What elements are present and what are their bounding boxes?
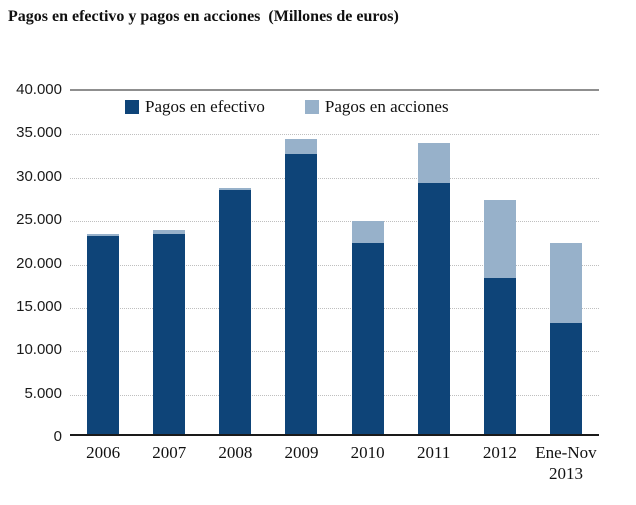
x-tick-label-2009: 2009 — [284, 443, 319, 462]
bar-segment-acciones-2009 — [285, 139, 318, 154]
y-tick-label-25000: 25.000 — [16, 211, 62, 229]
x-tick-label-2007: 2007 — [152, 443, 187, 462]
chart-title: Pagos en efectivo y pagos en acciones (M… — [8, 8, 399, 25]
x-tick-label-2010: 2010 — [350, 443, 385, 462]
bar-stack-2006 — [87, 233, 120, 434]
bar-stack-2009 — [285, 139, 318, 434]
x-tick-label-Ene-Nov-2013: Ene-Nov 2013 — [535, 443, 597, 484]
legend-swatch-icon — [304, 100, 319, 114]
bar-segment-acciones-2006 — [87, 233, 120, 237]
y-tick-label-5000: 5.000 — [24, 384, 62, 402]
plot-area: Pagos en efectivo Pagos en acciones — [70, 89, 599, 436]
gridline-15000 — [70, 307, 599, 309]
gridline-35000 — [70, 134, 599, 136]
gridline-10000 — [70, 351, 599, 353]
y-tick-label-10000: 10.000 — [16, 341, 62, 359]
bar-segment-acciones-Ene-Nov-2013 — [549, 243, 582, 323]
bar-segment-efectivo-2006 — [87, 236, 120, 434]
bar-segment-efectivo-2012 — [483, 277, 516, 434]
bar-segment-acciones-2011 — [417, 143, 450, 184]
x-tick-label-2006: 2006 — [86, 443, 121, 462]
bar-stack-2008 — [219, 187, 252, 434]
bar-segment-acciones-2008 — [219, 187, 252, 191]
legend-label: Pagos en efectivo — [145, 97, 265, 116]
y-tick-label-0: 0 — [53, 428, 62, 445]
legend: Pagos en efectivo Pagos en acciones — [125, 97, 449, 117]
x-tick-label-2012: 2012 — [482, 443, 517, 462]
gridline-30000 — [70, 177, 599, 179]
bar-segment-acciones-2007 — [153, 230, 186, 235]
legend-swatch-icon — [125, 100, 139, 114]
bar-stack-2011 — [417, 143, 450, 434]
y-tick-label-20000: 20.000 — [16, 254, 62, 272]
bar-stack-2012 — [483, 199, 516, 434]
y-tick-label-40000: 40.000 — [16, 81, 62, 98]
x-tick-label-2008: 2008 — [218, 443, 253, 462]
y-tick-label-15000: 15.000 — [16, 297, 62, 315]
bar-segment-efectivo-2008 — [219, 190, 252, 434]
y-tick-label-30000: 30.000 — [16, 167, 62, 185]
legend-label: Pagos en acciones — [324, 97, 449, 116]
bar-segment-acciones-2010 — [351, 221, 384, 244]
legend-item-acciones: Pagos en acciones — [304, 97, 449, 117]
x-tick-label-2011: 2011 — [417, 443, 451, 462]
bar-stack-Ene-Nov-2013 — [549, 243, 582, 434]
bar-segment-efectivo-2011 — [417, 183, 450, 434]
gridline-5000 — [70, 394, 599, 396]
y-tick-label-35000: 35.000 — [16, 124, 62, 142]
legend-item-efectivo: Pagos en efectivo — [125, 97, 265, 117]
bar-segment-efectivo-2007 — [153, 234, 186, 434]
gridline-20000 — [70, 264, 599, 266]
bar-stack-2007 — [153, 230, 186, 434]
bar-segment-acciones-2012 — [483, 199, 516, 278]
bar-segment-efectivo-2009 — [285, 153, 318, 434]
bar-segment-efectivo-2010 — [351, 243, 384, 434]
bar-segment-efectivo-Ene-Nov-2013 — [549, 322, 582, 434]
gridline-25000 — [70, 221, 599, 223]
bar-stack-2010 — [351, 221, 384, 434]
